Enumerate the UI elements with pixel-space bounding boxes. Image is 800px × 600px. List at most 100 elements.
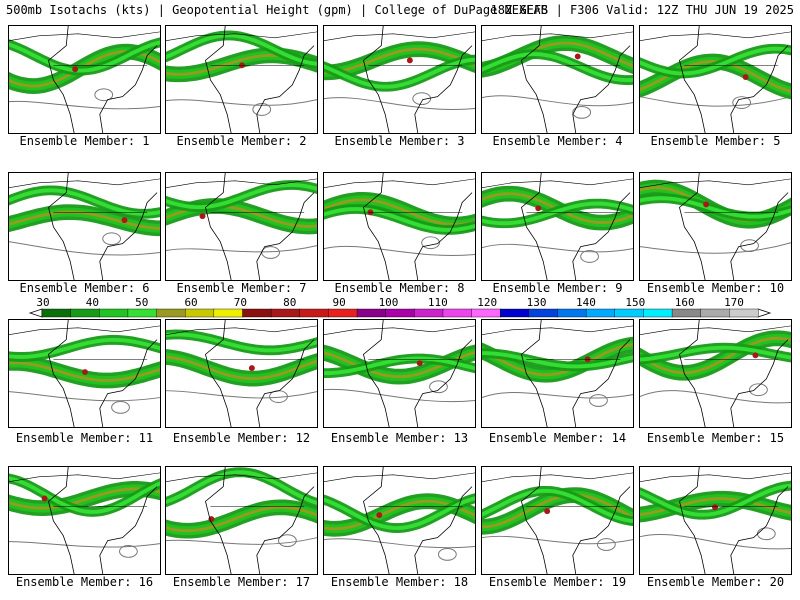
colorbar-label: 80	[283, 296, 297, 309]
panel-caption: Ensemble Member: 8	[334, 281, 465, 295]
panel-caption: Ensemble Member: 18	[330, 575, 469, 589]
map-panel	[323, 25, 476, 134]
colorbar-label: 160	[674, 296, 695, 309]
panel-caption: Ensemble Member: 9	[492, 281, 623, 295]
map-panel	[639, 172, 792, 281]
map-graphic	[9, 467, 160, 574]
panel-caption: Ensemble Member: 10	[646, 281, 785, 295]
map-panel	[8, 466, 161, 575]
colorbar-swatch	[442, 308, 473, 318]
header-title: 500mb Isotachs (kts) | Geopotential Heig…	[6, 3, 548, 17]
map-graphic	[640, 320, 791, 427]
map-graphic	[640, 173, 791, 280]
map-panel	[165, 25, 318, 134]
map-graphic	[166, 320, 317, 427]
panel-caption: Ensemble Member: 16	[15, 575, 154, 589]
map-panel	[481, 172, 634, 281]
colorbar-swatch	[471, 308, 501, 318]
panel-caption: Ensemble Member: 19	[488, 575, 627, 589]
panel-caption: Ensemble Member: 13	[330, 431, 469, 445]
map-graphic	[640, 467, 791, 574]
colorbar-label: 130	[526, 296, 547, 309]
colorbar-swatch	[99, 308, 129, 318]
map-panel	[481, 319, 634, 428]
colorbar-label: 120	[477, 296, 498, 309]
colorbar-label: 100	[378, 296, 399, 309]
map-panel	[323, 172, 476, 281]
colorbar-left-arrow	[28, 308, 43, 318]
map-graphic	[640, 26, 791, 133]
map-panel	[481, 466, 634, 575]
map-panel	[639, 25, 792, 134]
map-graphic	[9, 173, 160, 280]
map-panel	[323, 466, 476, 575]
colorbar-swatch	[414, 308, 444, 318]
colorbar-label: 40	[85, 296, 99, 309]
map-graphic	[482, 173, 633, 280]
colorbar-swatch	[70, 308, 100, 318]
panel-caption: Ensemble Member: 20	[646, 575, 785, 589]
panel-caption: Ensemble Member: 15	[646, 431, 785, 445]
colorbar-swatch	[585, 308, 616, 318]
colorbar-label: 110	[427, 296, 448, 309]
map-panel	[639, 466, 792, 575]
colorbar-swatch	[385, 308, 416, 318]
map-graphic	[166, 467, 317, 574]
map-graphic	[9, 320, 160, 427]
map-panel	[165, 466, 318, 575]
colorbar-swatch	[184, 308, 215, 318]
colorbar-right-arrow	[757, 308, 772, 318]
header-valid-time: 18Z GEFS | F306 Valid: 12Z THU JUN 19 20…	[490, 3, 794, 17]
colorbar-swatch	[127, 308, 158, 318]
map-graphic	[324, 467, 475, 574]
colorbar-swatch	[356, 308, 387, 318]
colorbar-label: 50	[135, 296, 149, 309]
map-graphic	[324, 173, 475, 280]
colorbar-label: 140	[575, 296, 596, 309]
header: 500mb Isotachs (kts) | Geopotential Heig…	[0, 3, 800, 19]
colorbar-swatch	[41, 308, 72, 318]
map-graphic	[166, 173, 317, 280]
colorbar-swatch	[557, 308, 587, 318]
colorbar-swatch	[213, 308, 244, 318]
colorbar-swatch	[299, 308, 330, 318]
colorbar-swatch	[242, 308, 272, 318]
map-graphic	[324, 26, 475, 133]
panel-caption: Ensemble Member: 11	[15, 431, 154, 445]
colorbar-swatch	[614, 308, 645, 318]
colorbar-label: 30	[36, 296, 50, 309]
colorbar-label: 70	[233, 296, 248, 309]
panel-caption: Ensemble Member: 5	[650, 134, 781, 148]
map-panel	[323, 319, 476, 428]
colorbar-label: 170	[724, 296, 744, 309]
colorbar-swatch	[671, 308, 702, 318]
panel-caption: Ensemble Member: 1	[19, 134, 150, 148]
colorbar-label: 60	[184, 296, 198, 309]
map-panel	[481, 25, 634, 134]
map-panel	[8, 25, 161, 134]
map-panel	[165, 172, 318, 281]
map-graphic	[166, 26, 317, 133]
panel-caption: Ensemble Member: 3	[334, 134, 465, 148]
panel-caption: Ensemble Member: 17	[172, 575, 311, 589]
map-graphic	[9, 26, 160, 133]
map-graphic	[482, 320, 633, 427]
colorbar-swatch	[729, 308, 759, 318]
map-graphic	[324, 320, 475, 427]
colorbar-swatch	[500, 308, 530, 318]
panel-caption: Ensemble Member: 2	[176, 134, 307, 148]
colorbar-swatch	[528, 308, 559, 318]
panel-caption: Ensemble Member: 14	[488, 431, 627, 445]
map-panel	[639, 319, 792, 428]
colorbar: 30 40 50 60 70 80 90 100 110 120 130 140 150 160 170	[0, 296, 800, 320]
map-panel	[8, 172, 161, 281]
panel-caption: Ensemble Member: 7	[176, 281, 307, 295]
map-panel	[165, 319, 318, 428]
colorbar-swatch	[700, 308, 731, 318]
colorbar-label: 90	[332, 296, 346, 309]
map-graphic	[482, 26, 633, 133]
colorbar-swatch	[270, 308, 301, 318]
panel-caption: Ensemble Member: 4	[492, 134, 623, 148]
panel-caption: Ensemble Member: 6	[19, 281, 150, 295]
colorbar-swatch	[643, 308, 673, 318]
